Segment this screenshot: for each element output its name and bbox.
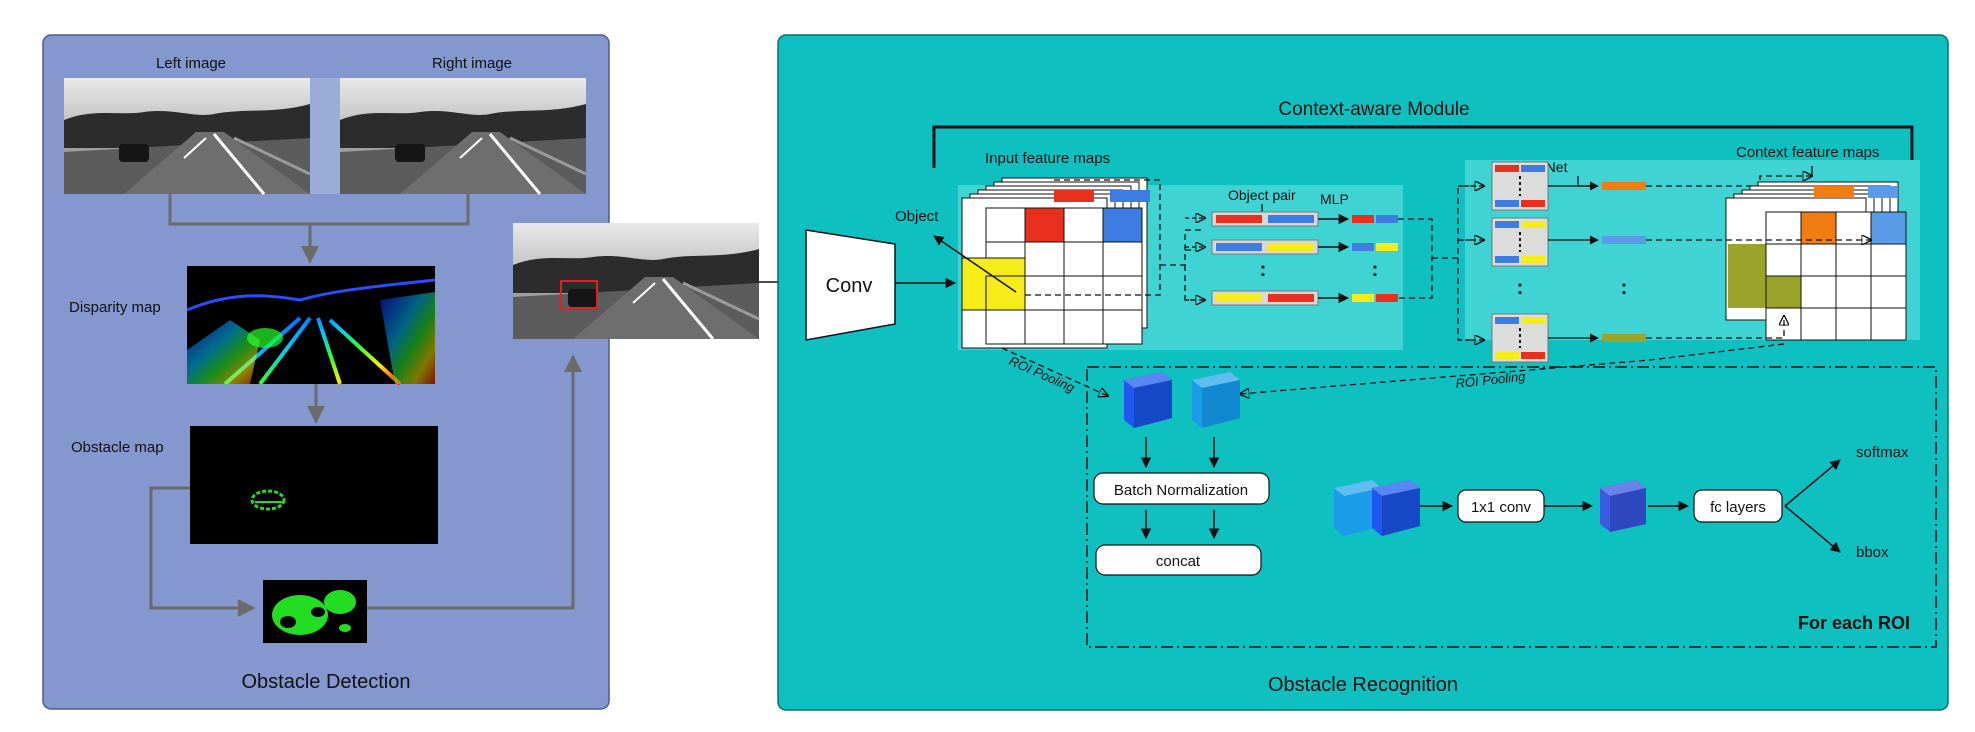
- context-module-title: Context-aware Module: [1278, 99, 1469, 120]
- batch-norm-label: Batch Normalization: [1114, 482, 1248, 499]
- concat-cubes: [1334, 480, 1420, 536]
- conv-block: [805, 229, 896, 341]
- obstacle-detection-title: Obstacle Detection: [242, 671, 411, 693]
- roi-box-label: For each ROI: [1798, 613, 1910, 633]
- object-label: Object: [895, 208, 939, 225]
- conv-label: Conv: [826, 275, 873, 297]
- disparity-map: [186, 266, 436, 386]
- output-dots: :: [1621, 277, 1628, 299]
- conv1x1-block: 1x1 conv: [1457, 489, 1545, 523]
- right-image: [338, 76, 588, 196]
- right-image-label: Right image: [432, 55, 512, 72]
- convnet-dots: :: [1517, 277, 1524, 299]
- reduced-cube: [1600, 480, 1646, 532]
- fc-layers-block: fc layers: [1693, 489, 1783, 523]
- input-feature-maps: [961, 177, 1150, 349]
- bbox-label: bbox: [1856, 544, 1889, 561]
- object-pair-label: Object pair: [1228, 187, 1296, 203]
- obstacle-detection-panel: Left image Right image Disparity map Obs…: [42, 34, 610, 710]
- batch-norm-block: Batch Normalization: [1093, 472, 1270, 505]
- context-module-bracket: [932, 125, 1914, 168]
- object-pair-rows: : :: [1185, 211, 1398, 306]
- detection-result-image: [511, 221, 761, 341]
- convnet-blocks: : :: [1458, 161, 1646, 363]
- fc-layers-label: fc layers: [1710, 499, 1766, 516]
- left-image-label: Left image: [156, 55, 226, 72]
- roi-pooling-right-label: ROI Pooling: [1455, 369, 1527, 391]
- obstacle-crop: [263, 580, 367, 643]
- mlp-label: MLP: [1320, 191, 1349, 207]
- obstacle-map-label: Obstacle map: [71, 439, 164, 456]
- input-maps-label: Input feature maps: [985, 150, 1110, 167]
- concat-block: concat: [1095, 544, 1262, 576]
- obstacle-recognition-title: Obstacle Recognition: [1268, 674, 1458, 696]
- conv1x1-label: 1x1 conv: [1471, 499, 1532, 516]
- mlp-dots: :: [1372, 259, 1379, 281]
- concat-label: concat: [1156, 553, 1201, 570]
- left-image: [62, 76, 312, 196]
- context-feature-maps: [1725, 181, 1907, 341]
- pooled-cube-dark: [1124, 372, 1172, 428]
- obstacle-map: [190, 426, 438, 544]
- pair-dots: :: [1260, 259, 1267, 281]
- pooled-cube-light: [1192, 372, 1240, 428]
- obstacle-recognition-panel: Conv Context-aware Module Input feature …: [777, 34, 1949, 711]
- disparity-map-label: Disparity map: [69, 299, 161, 316]
- context-maps-label: Context feature maps: [1736, 144, 1879, 161]
- roi-box: [1086, 366, 1937, 648]
- softmax-label: softmax: [1856, 444, 1909, 461]
